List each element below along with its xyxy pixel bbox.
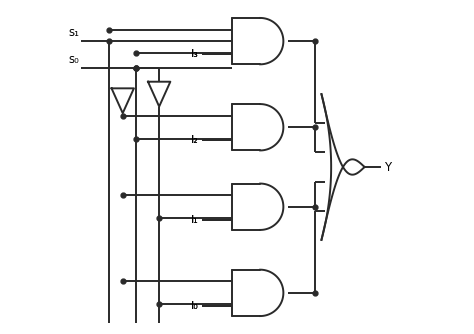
Text: s₀: s₀ [69, 53, 80, 66]
Text: I₁: I₁ [191, 215, 199, 225]
Text: I₃: I₃ [191, 49, 199, 59]
Text: s₁: s₁ [69, 26, 80, 39]
Text: I₀: I₀ [191, 301, 199, 311]
Text: I₃: I₃ [191, 49, 199, 59]
Text: Y: Y [384, 161, 392, 173]
Text: I₂: I₂ [191, 135, 199, 145]
Text: I₀: I₀ [191, 301, 199, 311]
Text: I₂: I₂ [191, 135, 199, 145]
Text: I₁: I₁ [191, 215, 199, 225]
